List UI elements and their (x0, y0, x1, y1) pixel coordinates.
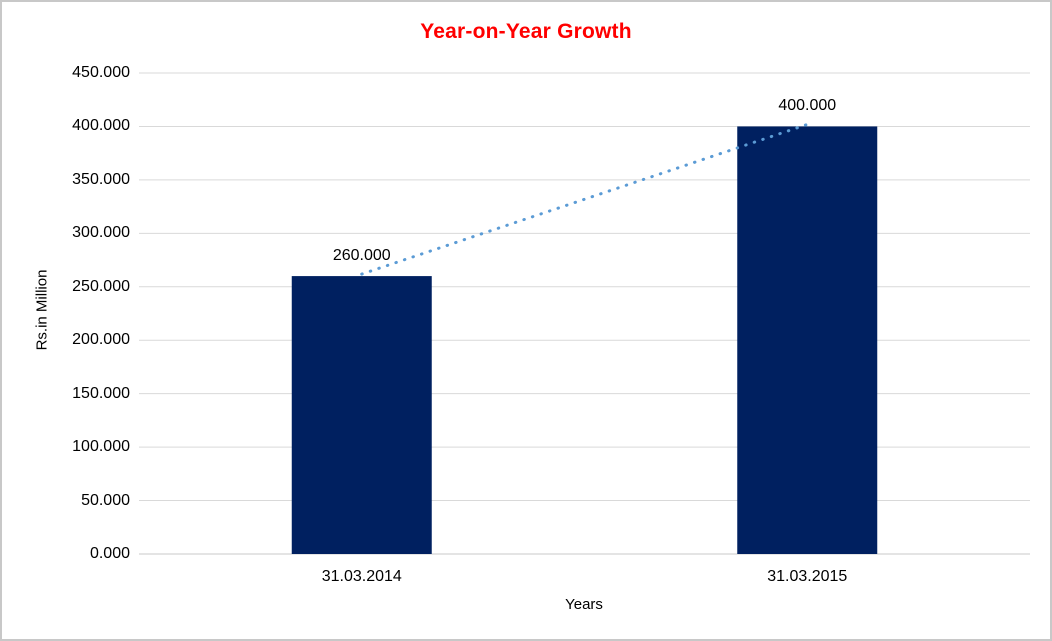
chart-title: Year-on-Year Growth (420, 20, 632, 43)
y-tick-label: 250.000 (72, 277, 130, 295)
bar-data-label: 400.000 (778, 97, 837, 115)
x-tick-label: 31.03.2014 (321, 568, 402, 585)
x-axis-title: Years (565, 596, 603, 613)
bar-data-label: 260.000 (332, 247, 391, 265)
y-tick-label: 200.000 (72, 331, 130, 349)
y-tick-label: 100.000 (72, 438, 130, 456)
y-tick-label: 350.000 (72, 170, 130, 188)
x-tick-label: 31.03.2015 (767, 568, 848, 585)
y-tick-label: 50.000 (81, 491, 130, 509)
y-tick-label: 150.000 (72, 384, 130, 402)
y-tick-label: 400.000 (72, 117, 130, 135)
y-tick-label: 300.000 (72, 224, 130, 242)
y-tick-label: 0.000 (89, 545, 130, 562)
bar-31.03.2015[interactable] (737, 126, 878, 554)
bar-31.03.2014[interactable] (291, 276, 432, 554)
y-tick-label: 450.000 (72, 64, 130, 81)
trendline[interactable] (360, 122, 809, 276)
